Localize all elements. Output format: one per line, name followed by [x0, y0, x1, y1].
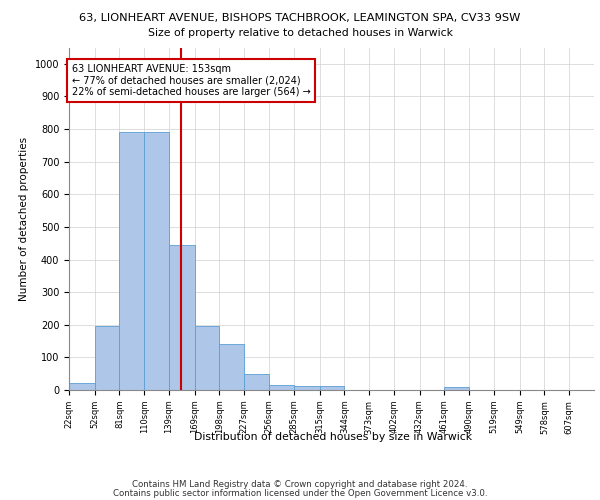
Bar — [269, 385, 294, 390]
Bar — [95, 326, 119, 390]
Bar — [194, 326, 220, 390]
Bar — [119, 132, 144, 390]
Text: 63, LIONHEART AVENUE, BISHOPS TACHBROOK, LEAMINGTON SPA, CV33 9SW: 63, LIONHEART AVENUE, BISHOPS TACHBROOK,… — [79, 12, 521, 22]
Bar — [244, 374, 269, 390]
Bar — [169, 245, 194, 390]
Text: Size of property relative to detached houses in Warwick: Size of property relative to detached ho… — [148, 28, 452, 38]
Bar — [69, 384, 95, 390]
Text: Contains public sector information licensed under the Open Government Licence v3: Contains public sector information licen… — [113, 489, 487, 498]
Y-axis label: Number of detached properties: Number of detached properties — [19, 136, 29, 301]
Text: 63 LIONHEART AVENUE: 153sqm
← 77% of detached houses are smaller (2,024)
22% of : 63 LIONHEART AVENUE: 153sqm ← 77% of det… — [71, 64, 310, 97]
Bar — [445, 386, 469, 390]
Text: Distribution of detached houses by size in Warwick: Distribution of detached houses by size … — [194, 432, 472, 442]
Text: Contains HM Land Registry data © Crown copyright and database right 2024.: Contains HM Land Registry data © Crown c… — [132, 480, 468, 489]
Bar — [220, 344, 244, 390]
Bar — [144, 132, 169, 390]
Bar — [320, 386, 344, 390]
Bar — [294, 386, 320, 390]
